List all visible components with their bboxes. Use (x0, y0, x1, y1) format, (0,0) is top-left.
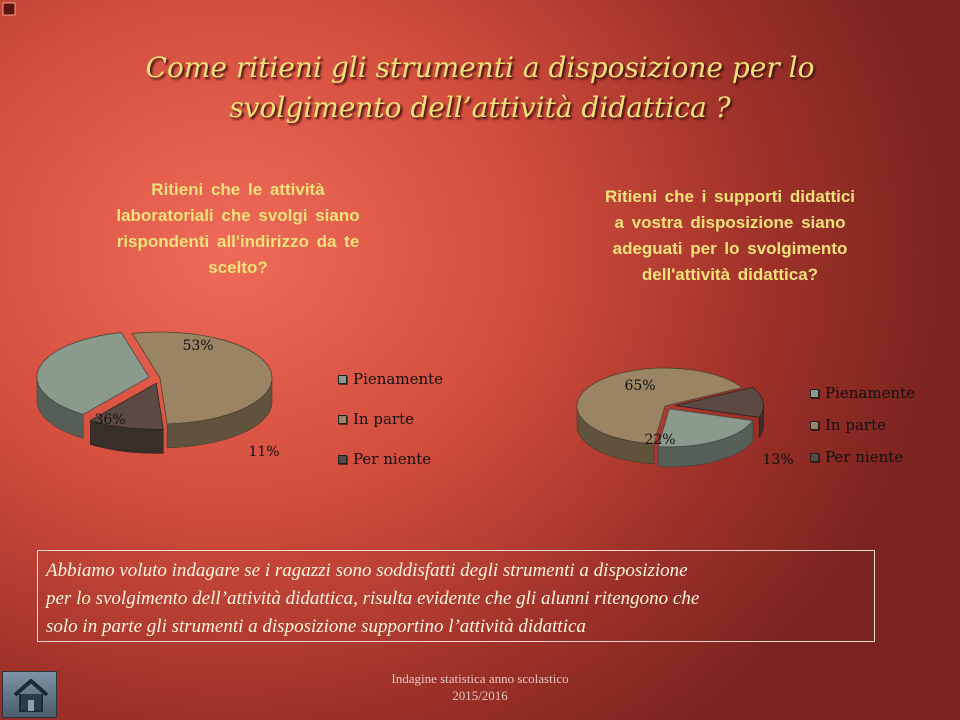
pie-slice-per-niente (89, 382, 164, 430)
chart-left-question-line-1: Ritieni che le attività (151, 180, 325, 199)
legend-label-pienamente: Pienamente (353, 370, 444, 388)
summary-line-3: solo in parte gli strumenti a disposizio… (46, 616, 586, 637)
home-icon (13, 679, 49, 712)
home-button[interactable] (2, 671, 57, 718)
pie-slice-pienamente (36, 332, 150, 415)
pie-value-label-per-niente: 11% (248, 444, 279, 460)
pie-value-label-in-parte: 53% (182, 338, 213, 354)
footer-line-2: 2015/2016 (452, 688, 508, 703)
pie-value-label-pienamente: 22% (644, 432, 675, 448)
legend-swatch-per-niente (338, 454, 347, 464)
legend-swatch-pienamente (810, 388, 819, 398)
pie-chart-left: 36% 53% 11% (36, 331, 280, 460)
pie-slice-in-parte (131, 331, 273, 425)
legend-label-in-parte: In parte (825, 416, 886, 434)
chart-left-question-line-4: scelto? (208, 258, 268, 277)
legend-label-in-parte: In parte (353, 410, 414, 428)
summary-box: Abbiamo voluto indagare se i ragazzi son… (37, 550, 875, 642)
legend-item-per-niente: Per niente (338, 449, 443, 469)
legend-swatch-in-parte (338, 414, 347, 424)
pie-slice-in-parte (576, 367, 744, 445)
footer: Indagine statistica anno scolastico 2015… (330, 670, 630, 704)
legend-swatch-pienamente (338, 374, 347, 384)
legend-label-pienamente: Pienamente (825, 384, 916, 402)
legend-label-per-niente: Per niente (353, 450, 432, 468)
chart-left-legend: Pienamente In parte Per niente (338, 369, 443, 489)
chart-right-question-line-3: adeguati per lo svolgimento (612, 239, 848, 258)
chart-left-question: Ritieni che le attività laboratoriali ch… (78, 177, 398, 281)
pie-slice-per-niente (675, 386, 764, 418)
legend-item-pienamente: Pienamente (810, 383, 915, 403)
summary-line-2: per lo svolgimento dell’attività didatti… (46, 588, 700, 609)
chart-right-question: Ritieni che i supporti didattici a vostr… (565, 184, 895, 288)
slide-title: Come ritieni gli strumenti a disposizion… (80, 48, 880, 128)
chart-right-question-line-2: a vostra disposizione siano (614, 213, 846, 232)
legend-item-in-parte: In parte (810, 415, 915, 435)
summary-line-1: Abbiamo voluto indagare se i ragazzi son… (46, 560, 688, 581)
chart-right-question-line-4: dell'attività didattica? (641, 265, 819, 284)
chart-left-question-line-3: rispondenti all'indirizzo da te (116, 232, 360, 251)
legend-swatch-in-parte (810, 420, 819, 430)
corner-mark (2, 2, 16, 16)
pie-chart-right: 22% 65% 13% (576, 367, 794, 468)
chart-right-question-line-1: Ritieni che i supporti didattici (604, 187, 856, 206)
legend-label-per-niente: Per niente (825, 448, 904, 466)
legend-swatch-per-niente (810, 452, 819, 462)
pie-value-label-per-niente: 13% (762, 452, 793, 468)
legend-item-in-parte: In parte (338, 409, 443, 429)
chart-left-question-line-2: laboratoriali che svolgi siano (116, 206, 360, 225)
footer-line-1: Indagine statistica anno scolastico (391, 671, 569, 686)
legend-item-pienamente: Pienamente (338, 369, 443, 389)
pie-value-label-in-parte: 65% (624, 378, 655, 394)
slide-title-line-1: Come ritieni gli strumenti a disposizion… (145, 51, 815, 84)
slide-title-line-2: svolgimento dell’attività didattica ? (229, 91, 731, 124)
chart-right-legend: Pienamente In parte Per niente (810, 383, 915, 479)
legend-item-per-niente: Per niente (810, 447, 915, 467)
pie-value-label-pienamente: 36% (94, 412, 125, 428)
pie-slice-pienamente (657, 408, 754, 448)
